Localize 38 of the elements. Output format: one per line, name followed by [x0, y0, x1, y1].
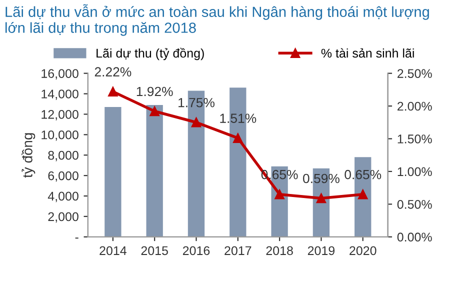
point — [108, 86, 118, 96]
y2-tick-label: 0.50% — [397, 200, 432, 209]
legend-label: % tài sản sinh lãi — [321, 48, 414, 58]
x-tick-label: 2015 — [141, 246, 168, 256]
x-tick-label: 2018 — [266, 246, 293, 256]
y-tick-label: 10,000 — [42, 130, 78, 141]
y-tick-label: 6,000 — [48, 171, 78, 182]
y2-tick-label: 2.50% — [398, 69, 432, 78]
chart-title: Lãi dự thu vẫn ở mức an toàn sau khi Ngân hàng thoái một lượng lớn lãi dự thu trong năm 2018 — [5, 4, 429, 36]
data-label: 0.65% — [261, 170, 298, 180]
y-tick-label: 8,000 — [48, 150, 78, 162]
point — [191, 118, 202, 128]
y-tick-label: 2,000 — [48, 212, 78, 223]
data-label: 2.22% — [94, 67, 132, 76]
x-tick-label: 2017 — [224, 246, 252, 256]
y-tick-label: 12,000 — [42, 110, 78, 120]
point — [150, 106, 160, 116]
y-tick-label: 16,000 — [42, 69, 78, 80]
x-tick-label: 2014 — [100, 246, 126, 256]
y-tick-label: 4,000 — [48, 192, 78, 202]
x-tick-label: 2020 — [350, 246, 376, 256]
y2-tick-label: 2.00% — [398, 102, 432, 111]
legend-label: Lãi dự thu (tỷ đồng) — [96, 48, 204, 60]
bar — [104, 107, 122, 237]
bar — [146, 105, 163, 237]
y2-tick-label: 1.50% — [398, 134, 432, 144]
point — [274, 189, 284, 200]
x-tick-label: 2016 — [182, 246, 210, 256]
y-axis-title: tỷ đồng — [22, 133, 36, 178]
y-tick-label: - — [75, 238, 78, 239]
y2-tick-label: 1.00% — [398, 167, 432, 176]
x-tick-label: 2019 — [308, 246, 335, 256]
point — [233, 133, 243, 143]
y-tick-label: 14,000 — [42, 90, 78, 100]
data-label: 1.92% — [136, 86, 173, 96]
point — [358, 189, 368, 200]
point — [316, 193, 326, 204]
y2-tick-label: 0.00% — [397, 232, 432, 242]
